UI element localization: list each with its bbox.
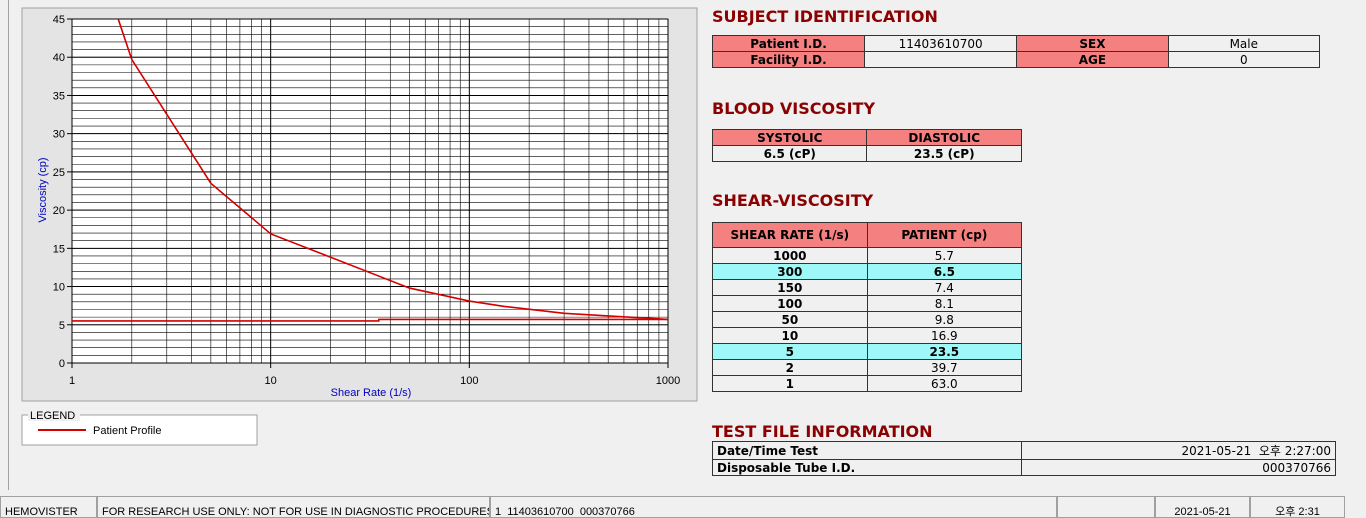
table-cell: 300 (712, 263, 868, 280)
subject-table: Patient I.D. 11403610700 SEX Male Facility I… (711, 35, 1321, 68)
table-row: SYSTOLIC DIASTOLIC (711, 129, 1022, 146)
table-row: 2 39.7 (712, 359, 1023, 376)
table-row: Patient I.D. 11403610700 SEX Male (711, 35, 1321, 52)
table-cell: 1000 (712, 247, 868, 264)
field-label: Patient I.D. (711, 35, 866, 52)
table-row: 10 16.9 (712, 327, 1023, 344)
table-cell: 16.9 (866, 327, 1023, 344)
table-cell: 10 (712, 327, 868, 344)
section-title: SUBJECT IDENTIFICATION (712, 7, 938, 26)
field-label: Date/Time Test (712, 441, 1022, 460)
table-row: Disposable Tube I.D. 000370766 (712, 459, 1336, 476)
table-cell: 6.5 (cP) (711, 145, 868, 162)
legend-title-bg (28, 409, 80, 421)
y-tick-label: 25 (53, 167, 65, 179)
field-label: SEX (1016, 35, 1169, 52)
status-panel: FOR RESEARCH USE ONLY: NOT FOR USE IN DI… (97, 496, 490, 518)
y-tick-label: 30 (53, 129, 65, 141)
table-cell: 5.7 (866, 247, 1023, 264)
series-line (117, 19, 668, 321)
table-cell: 39.7 (866, 359, 1023, 376)
field-label: AGE (1016, 51, 1169, 68)
chart: Viscosity (cp) Shear Rate (1/s) LEGEND 0… (21, 7, 698, 446)
column-header: DIASTOLIC (866, 129, 1022, 146)
x-tick-label: 10 (265, 375, 277, 387)
table-cell: 150 (712, 279, 868, 296)
table-row: Date/Time Test 2021-05-21 오후 2:27:00 (712, 441, 1336, 460)
table-cell: 9.8 (866, 311, 1023, 328)
y-tick-label: 45 (53, 14, 65, 26)
table-cell: 2 (712, 359, 868, 376)
table-row: 1000 5.7 (712, 247, 1023, 264)
status-panel: HEMOVISTER (0, 496, 97, 518)
field-label: Disposable Tube I.D. (712, 459, 1022, 476)
table-row: 5 23.5 (712, 343, 1023, 360)
y-tick-label: 20 (53, 205, 65, 217)
field-label: Facility I.D. (711, 51, 866, 68)
y-tick-label: 35 (53, 90, 65, 102)
x-tick-label: 1000 (656, 375, 680, 387)
table-cell: 100 (712, 295, 868, 312)
table-cell: 000370766 (1021, 459, 1336, 476)
table-cell: 23.5 (866, 343, 1023, 360)
table-row: 300 6.5 (712, 263, 1023, 280)
status-panel: 2021-05-21 (1155, 496, 1250, 518)
table-row: 150 7.4 (712, 279, 1023, 296)
plot-area (71, 18, 669, 364)
section-title: TEST FILE INFORMATION (712, 422, 933, 441)
x-tick-label: 1 (69, 375, 75, 387)
x-axis-label: Shear Rate (1/s) (331, 387, 412, 399)
table-cell: 1 (712, 375, 868, 392)
table-row: 100 8.1 (712, 295, 1023, 312)
column-header: SYSTOLIC (711, 129, 868, 146)
table-cell: 6.5 (866, 263, 1023, 280)
shear-viscosity-table: SHEAR RATE (1/s) PATIENT (cp) 1000 5.7 300 6.… (712, 222, 1023, 392)
table-cell: 50 (712, 311, 868, 328)
table-row: 6.5 (cP) 23.5 (cP) (711, 145, 1022, 162)
table-cell: 0 (1167, 51, 1321, 68)
table-cell: 2021-05-21 오후 2:27:00 (1021, 441, 1336, 460)
table-cell: 11403610700 (864, 35, 1018, 52)
table-cell: 8.1 (866, 295, 1023, 312)
table-cell (864, 51, 1018, 68)
y-tick-label: 0 (59, 358, 65, 370)
y-tick-label: 5 (59, 320, 65, 332)
column-header: PATIENT (cp) (866, 222, 1023, 248)
status-panel (1057, 496, 1155, 518)
table-row: Facility I.D. AGE 0 (711, 51, 1321, 68)
y-tick-label: 40 (53, 52, 65, 64)
y-tick-label: 10 (53, 282, 65, 294)
table-cell: 7.4 (866, 279, 1023, 296)
window-edge (8, 0, 9, 490)
status-panel: 1 11403610700 000370766 (490, 496, 1057, 518)
table-cell: Male (1167, 35, 1321, 52)
test-file-table: Date/Time Test 2021-05-21 오후 2:27:00 Dispo… (712, 441, 1336, 476)
section-title: SHEAR-VISCOSITY (712, 191, 874, 210)
table-row: SHEAR RATE (1/s) PATIENT (cp) (712, 222, 1023, 248)
x-tick-label: 100 (460, 375, 478, 387)
table-cell: 63.0 (866, 375, 1023, 392)
status-panel: 오후 2:31 (1250, 496, 1345, 518)
y-axis-label: Viscosity (cp) (37, 157, 49, 222)
table-cell: 5 (712, 343, 868, 360)
series-line (72, 318, 668, 322)
column-header: SHEAR RATE (1/s) (712, 222, 868, 248)
legend-label: Patient Profile (93, 425, 161, 437)
table-row: 50 9.8 (712, 311, 1023, 328)
legend-title: LEGEND (30, 410, 75, 422)
section-title: BLOOD VISCOSITY (712, 99, 876, 118)
table-cell: 23.5 (cP) (866, 145, 1022, 162)
blood-viscosity-table: SYSTOLIC DIASTOLIC 6.5 (cP) 23.5 (cP) (711, 129, 1022, 162)
table-row: 1 63.0 (712, 375, 1023, 392)
y-tick-label: 15 (53, 243, 65, 255)
